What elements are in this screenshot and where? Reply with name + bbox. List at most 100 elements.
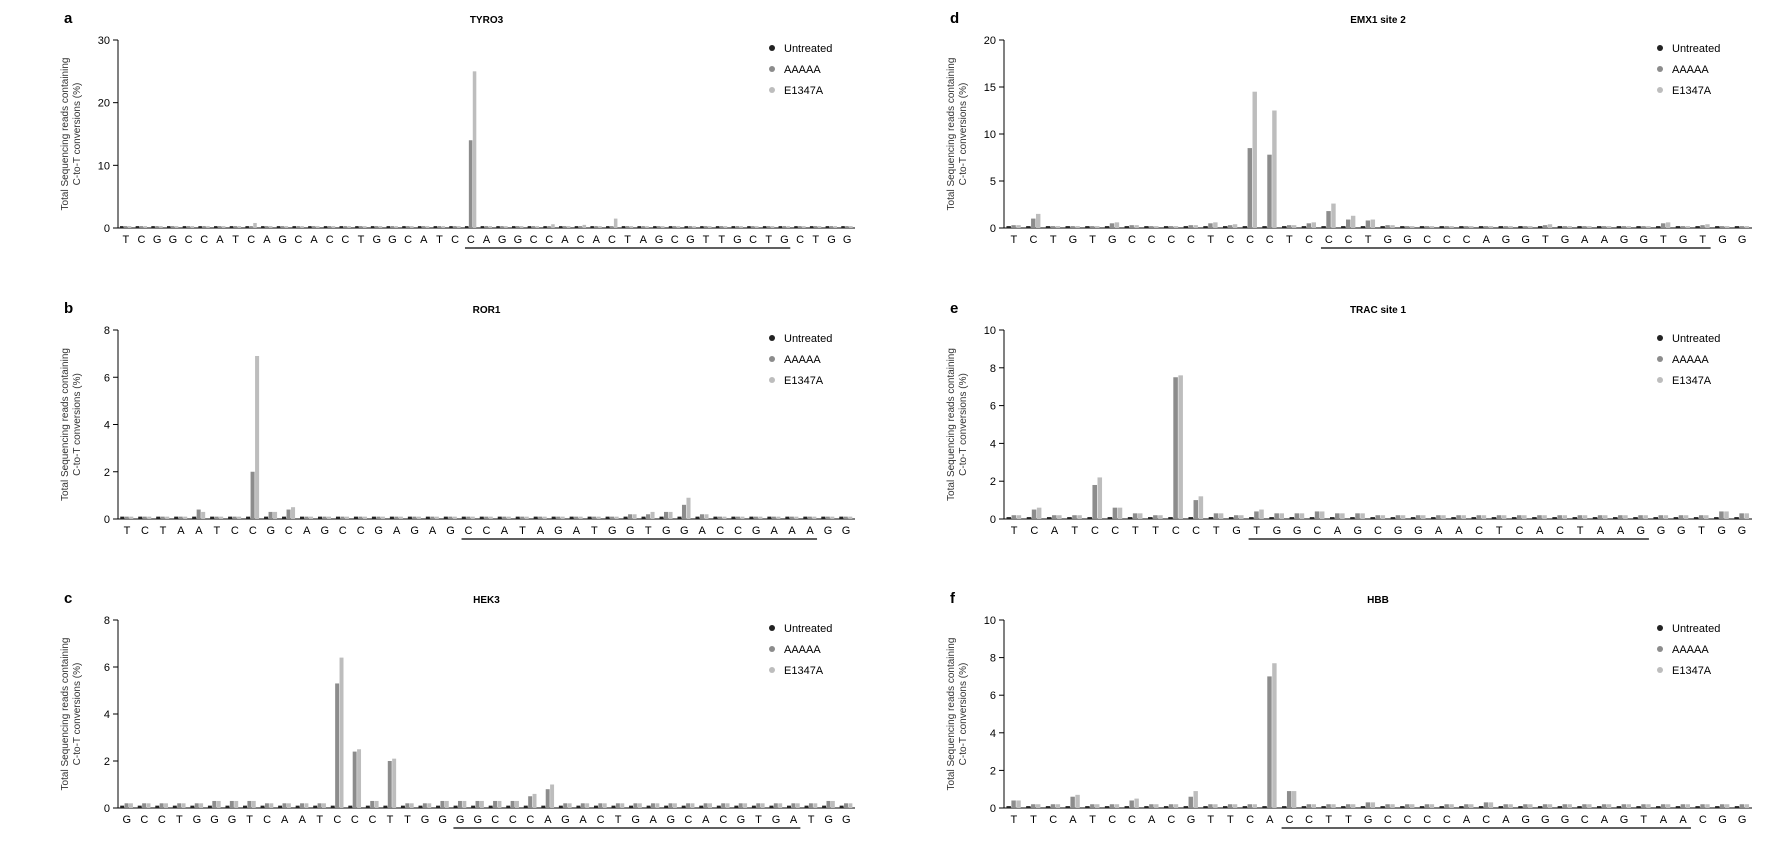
bar-untreated-40 — [747, 226, 751, 228]
x-tick-label: G — [1293, 525, 1302, 537]
bar-untreated-7 — [1148, 517, 1153, 519]
bar-untreated-29 — [642, 517, 646, 519]
bar-aaaaa-38 — [808, 517, 812, 519]
bar-e1347a-18 — [410, 226, 414, 228]
x-tick-label: T — [232, 234, 239, 246]
bar-aaaaa-21 — [1436, 515, 1441, 519]
x-tick-label: T — [519, 525, 526, 537]
bar-untreated-29 — [1577, 226, 1581, 228]
bar-e1347a-34 — [740, 517, 744, 519]
bar-untreated-19 — [1380, 226, 1384, 228]
bar-aaaaa-29 — [646, 514, 650, 519]
legend-entry: E1347A — [1672, 665, 1712, 677]
x-tick-label: T — [1365, 234, 1372, 246]
bar-e1347a-5 — [206, 226, 210, 228]
x-tick-label: T — [1207, 234, 1214, 246]
bar-untreated-35 — [734, 806, 738, 808]
bar-e1347a-12 — [345, 517, 349, 519]
bar-aaaaa-11 — [318, 803, 322, 808]
bar-untreated-36 — [684, 226, 688, 228]
x-tick-label: G — [320, 525, 329, 537]
x-tick-label: G — [438, 814, 447, 826]
bar-aaaaa-33 — [704, 803, 708, 808]
x-tick-label: C — [1108, 814, 1116, 826]
x-tick-label: G — [1273, 525, 1282, 537]
y-tick-label: 2 — [104, 467, 110, 479]
x-tick-label: G — [446, 525, 455, 537]
bar-aaaaa-14 — [1287, 791, 1291, 808]
x-tick-label: G — [1521, 814, 1530, 826]
bar-e1347a-0 — [129, 517, 133, 519]
x-tick-label: C — [1049, 814, 1057, 826]
bar-e1347a-5 — [1115, 222, 1119, 228]
bar-aaaaa-16 — [375, 226, 379, 228]
bar-e1347a-8 — [269, 803, 273, 808]
bar-aaaaa-3 — [179, 517, 183, 519]
bar-untreated-22 — [506, 806, 510, 808]
bar-aaaaa-36 — [688, 226, 692, 228]
bar-aaaaa-28 — [628, 514, 632, 519]
bar-aaaaa-45 — [830, 226, 834, 228]
y-axis-label-line2: C-to-T conversions (%) — [958, 663, 969, 766]
x-tick-label: G — [1521, 234, 1530, 246]
bar-aaaaa-19 — [422, 226, 426, 228]
bar-untreated-8 — [1164, 806, 1168, 808]
y-tick-label: 0 — [104, 223, 110, 235]
legend-marker — [1657, 87, 1663, 93]
bar-aaaaa-36 — [772, 517, 776, 519]
x-tick-label: A — [303, 525, 311, 537]
legend-marker — [769, 335, 775, 341]
bar-untreated-30 — [1597, 806, 1601, 808]
bar-e1347a-22 — [525, 517, 529, 519]
bar-untreated-8 — [264, 517, 268, 519]
bar-aaaaa-10 — [1208, 804, 1212, 808]
chart-title: ROR1 — [473, 305, 501, 316]
x-tick-label: G — [267, 525, 276, 537]
x-tick-label: T — [703, 234, 710, 246]
x-tick-label: A — [579, 814, 587, 826]
bar-untreated-32 — [695, 517, 699, 519]
x-tick-label: C — [467, 234, 475, 246]
y-tick-label: 0 — [990, 223, 996, 235]
bar-e1347a-14 — [347, 226, 351, 228]
bar-e1347a-13 — [363, 517, 367, 519]
y-tick-label: 10 — [984, 325, 996, 337]
bar-aaaaa-8 — [1169, 226, 1173, 228]
x-tick-label: G — [631, 814, 640, 826]
bar-e1347a-11 — [1233, 224, 1237, 228]
bar-untreated-37 — [785, 517, 789, 519]
y-axis-label-line2: C-to-T conversions (%) — [72, 663, 83, 766]
x-tick-label: T — [1496, 525, 1503, 537]
bar-e1347a-16 — [410, 803, 414, 808]
bar-untreated-11 — [1223, 226, 1227, 228]
bar-e1347a-30 — [1607, 226, 1611, 228]
bar-untreated-19 — [1391, 517, 1396, 519]
x-tick-label: A — [573, 525, 581, 537]
x-tick-label: G — [1679, 234, 1688, 246]
bar-untreated-10 — [296, 806, 300, 808]
x-tick-label: A — [1334, 525, 1342, 537]
bar-aaaaa-26 — [581, 803, 585, 808]
x-tick-label: G — [1187, 814, 1196, 826]
bar-untreated-12 — [336, 517, 340, 519]
x-tick-label: C — [530, 234, 538, 246]
x-tick-label: G — [1738, 234, 1747, 246]
x-tick-label: C — [339, 525, 347, 537]
x-tick-label: C — [577, 234, 585, 246]
bar-aaaaa-35 — [1719, 511, 1724, 519]
bar-untreated-4 — [1085, 226, 1089, 228]
x-tick-label: C — [545, 234, 553, 246]
bar-untreated-0 — [1006, 226, 1010, 228]
bar-aaaaa-41 — [767, 226, 771, 228]
bar-untreated-14 — [1282, 226, 1286, 228]
bar-e1347a-29 — [651, 512, 655, 519]
bar-e1347a-21 — [497, 801, 501, 808]
bar-e1347a-17 — [1351, 804, 1355, 808]
x-tick-label: C — [140, 814, 148, 826]
bar-aaaaa-29 — [1582, 226, 1586, 228]
bar-aaaaa-6 — [1133, 513, 1138, 519]
bar-e1347a-10 — [1219, 513, 1224, 519]
chart-title: HBB — [1367, 595, 1389, 606]
bar-untreated-30 — [660, 517, 664, 519]
bar-e1347a-2 — [165, 517, 169, 519]
